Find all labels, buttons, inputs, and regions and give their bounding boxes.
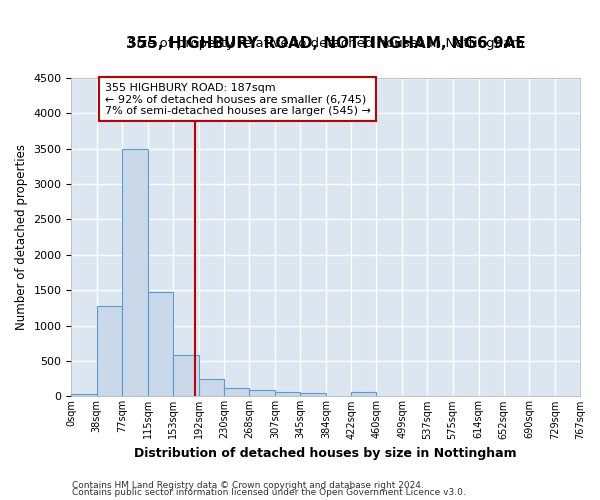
Bar <box>300 393 326 396</box>
Bar <box>173 356 199 397</box>
Bar <box>249 390 275 396</box>
Bar <box>122 148 148 396</box>
Text: 355, HIGHBURY ROAD, NOTTINGHAM, NG6 9AE: 355, HIGHBURY ROAD, NOTTINGHAM, NG6 9AE <box>126 36 526 51</box>
X-axis label: Distribution of detached houses by size in Nottingham: Distribution of detached houses by size … <box>134 447 517 460</box>
Title: Size of property relative to detached houses in Nottingham: Size of property relative to detached ho… <box>128 37 524 50</box>
Bar <box>97 306 122 396</box>
Y-axis label: Number of detached properties: Number of detached properties <box>15 144 28 330</box>
Text: Contains HM Land Registry data © Crown copyright and database right 2024.: Contains HM Land Registry data © Crown c… <box>72 480 424 490</box>
Bar <box>148 292 173 397</box>
Text: Contains public sector information licensed under the Open Government Licence v3: Contains public sector information licen… <box>72 488 466 497</box>
Bar <box>71 394 97 396</box>
Bar <box>275 392 300 396</box>
Bar <box>199 380 224 396</box>
Text: 355 HIGHBURY ROAD: 187sqm
← 92% of detached houses are smaller (6,745)
7% of sem: 355 HIGHBURY ROAD: 187sqm ← 92% of detac… <box>104 82 370 116</box>
Bar <box>224 388 249 396</box>
Bar <box>351 392 376 396</box>
